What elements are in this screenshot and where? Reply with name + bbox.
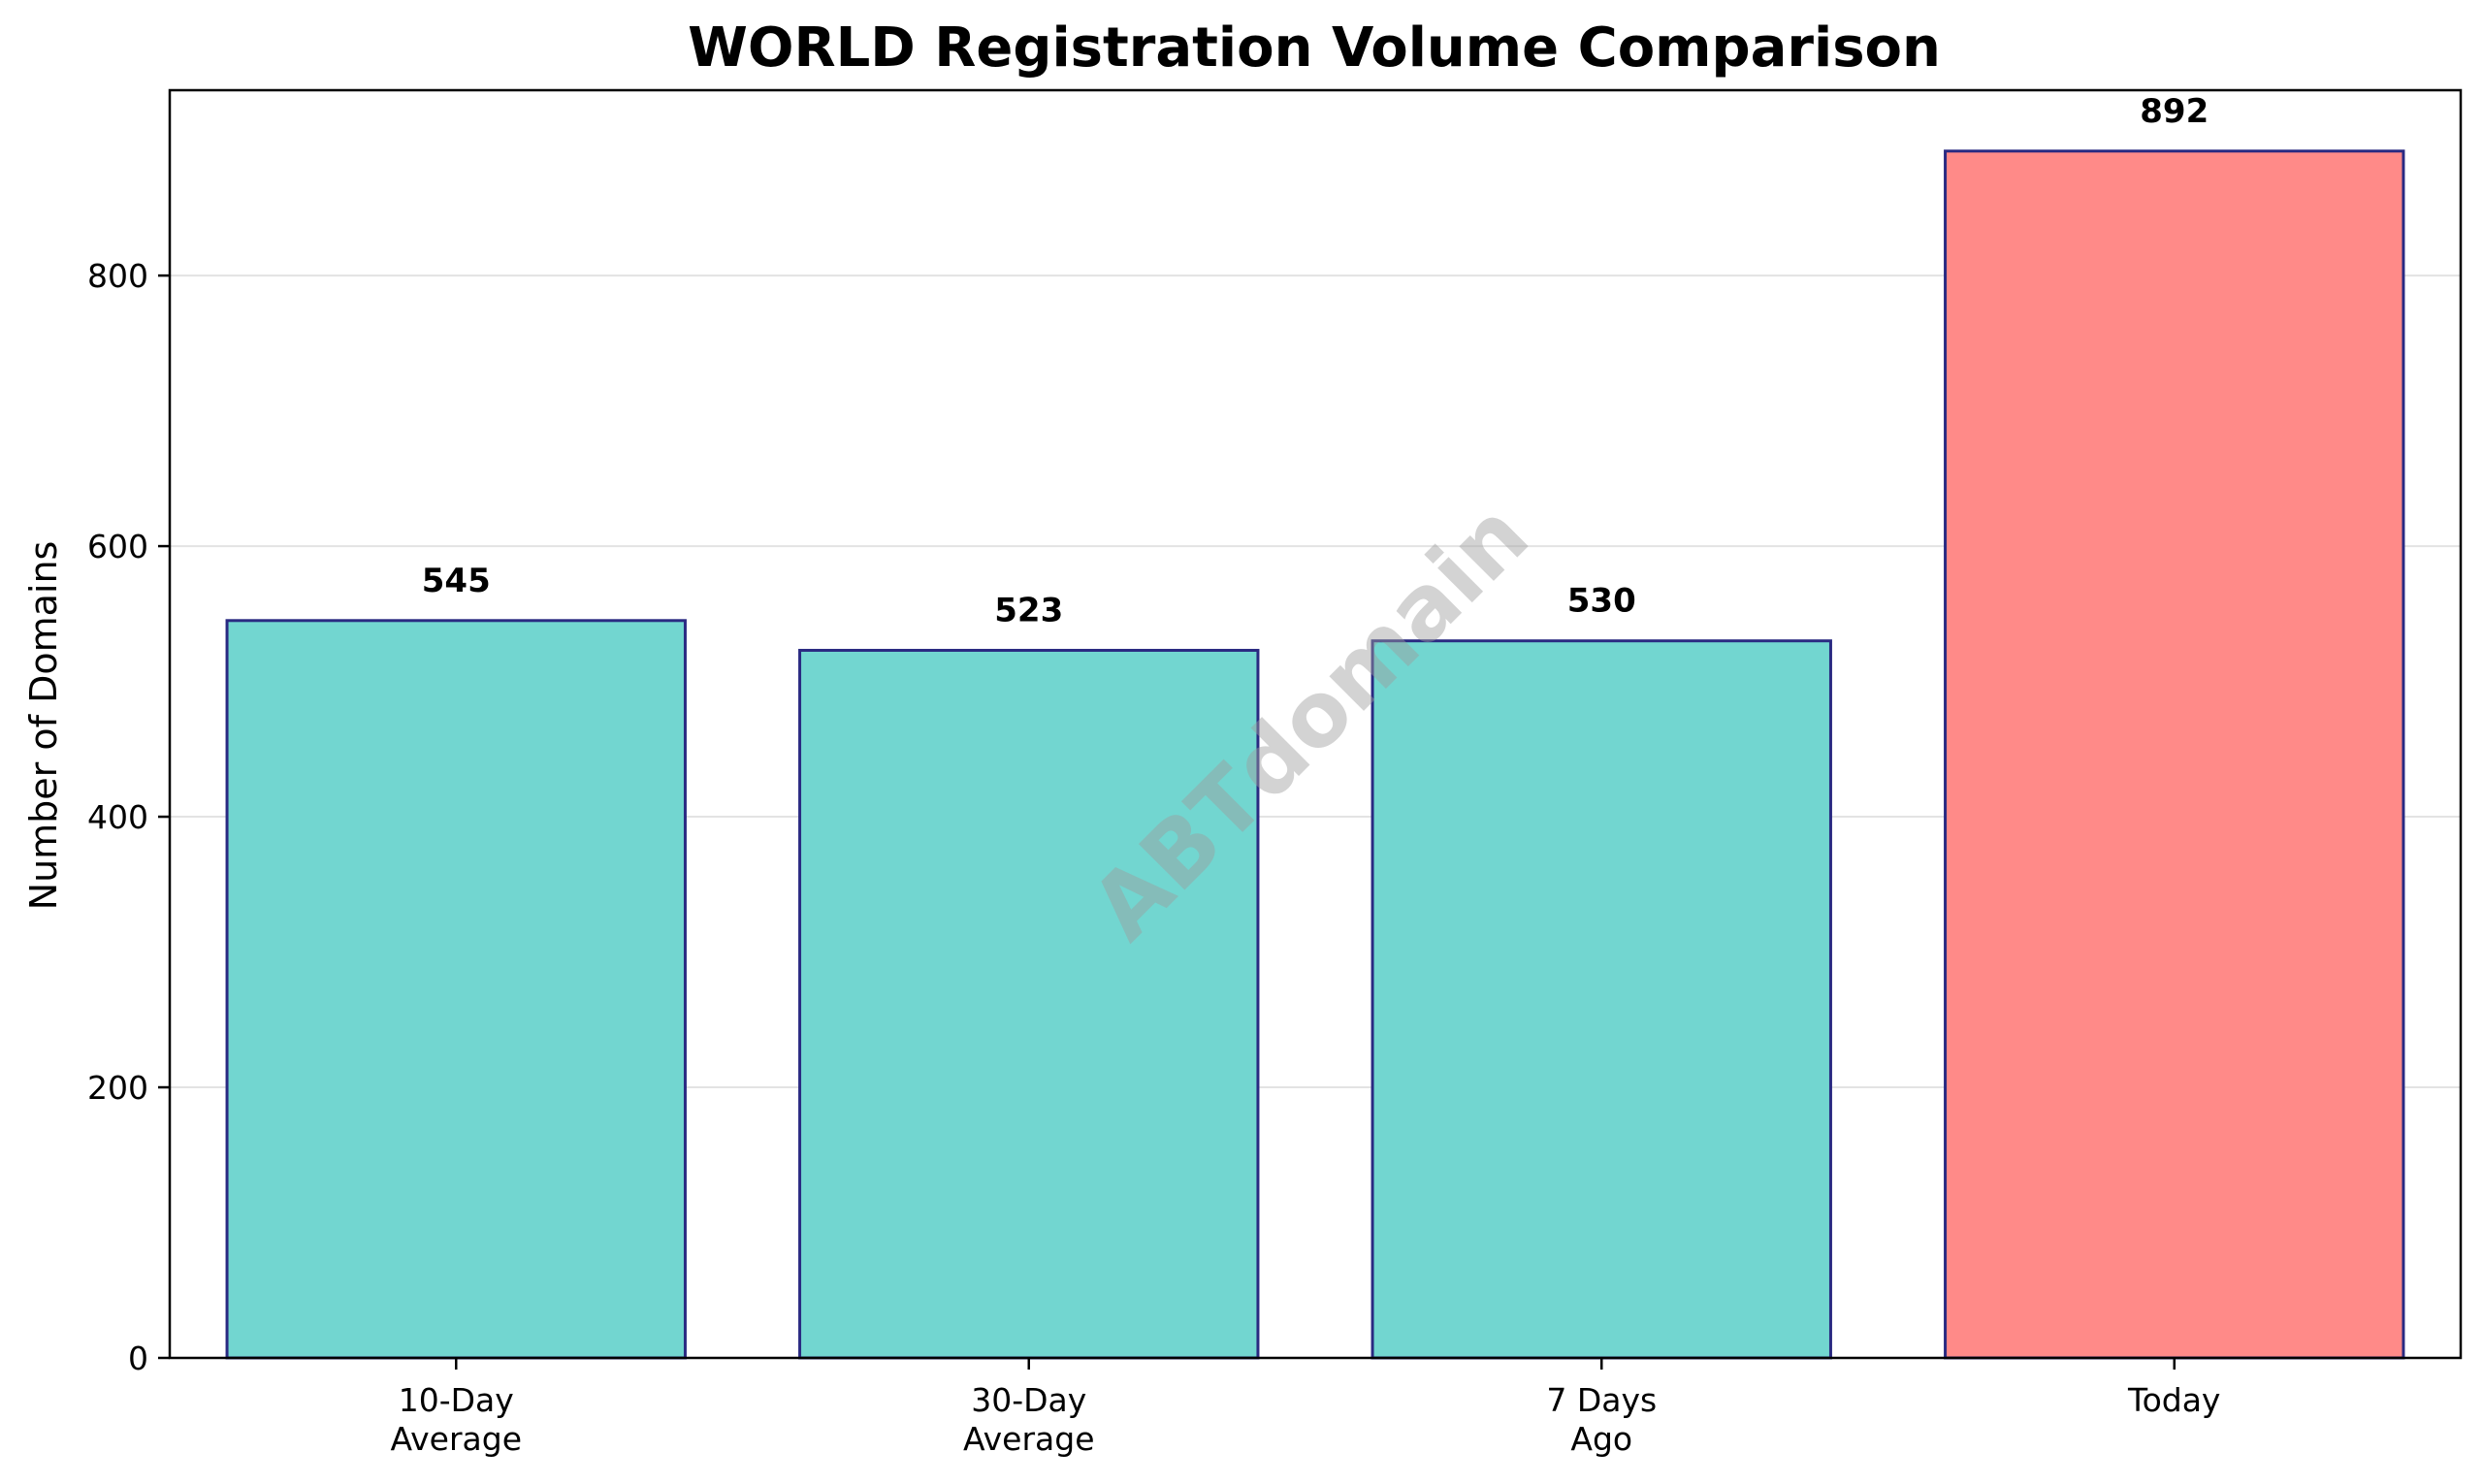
bar bbox=[1370, 639, 1832, 1360]
y-tick-label: 600 bbox=[87, 528, 148, 565]
x-tick-label: 30-Day Average bbox=[963, 1381, 1095, 1458]
plot-frame bbox=[168, 88, 2463, 1360]
axes: 0 200 400 600 800 10-Day Average 30-Day Average 7… bbox=[87, 88, 2463, 1458]
data-label: 530 bbox=[1567, 582, 1636, 621]
y-tick-label: 800 bbox=[87, 257, 148, 295]
chart-title: WORLD Registration Volume Comparison bbox=[688, 16, 1941, 80]
data-label: 545 bbox=[422, 562, 491, 600]
bars bbox=[225, 149, 2405, 1360]
x-tick-label: 7 Days Ago bbox=[1546, 1381, 1657, 1458]
y-axis-label: Number of Domains bbox=[22, 541, 65, 911]
data-label: 892 bbox=[2140, 92, 2209, 131]
x-tick-label: Today bbox=[2127, 1381, 2220, 1419]
bar bbox=[798, 648, 1260, 1360]
y-tick-label: 400 bbox=[87, 798, 148, 836]
bar bbox=[225, 619, 687, 1360]
x-tick-label: 10-Day Average bbox=[390, 1381, 522, 1458]
y-tick-label: 200 bbox=[87, 1069, 148, 1107]
data-label: 523 bbox=[994, 591, 1063, 629]
y-tick-label: 0 bbox=[128, 1339, 148, 1377]
bar bbox=[1944, 149, 2405, 1360]
data-labels: 545 523 530 892 bbox=[422, 92, 2209, 630]
